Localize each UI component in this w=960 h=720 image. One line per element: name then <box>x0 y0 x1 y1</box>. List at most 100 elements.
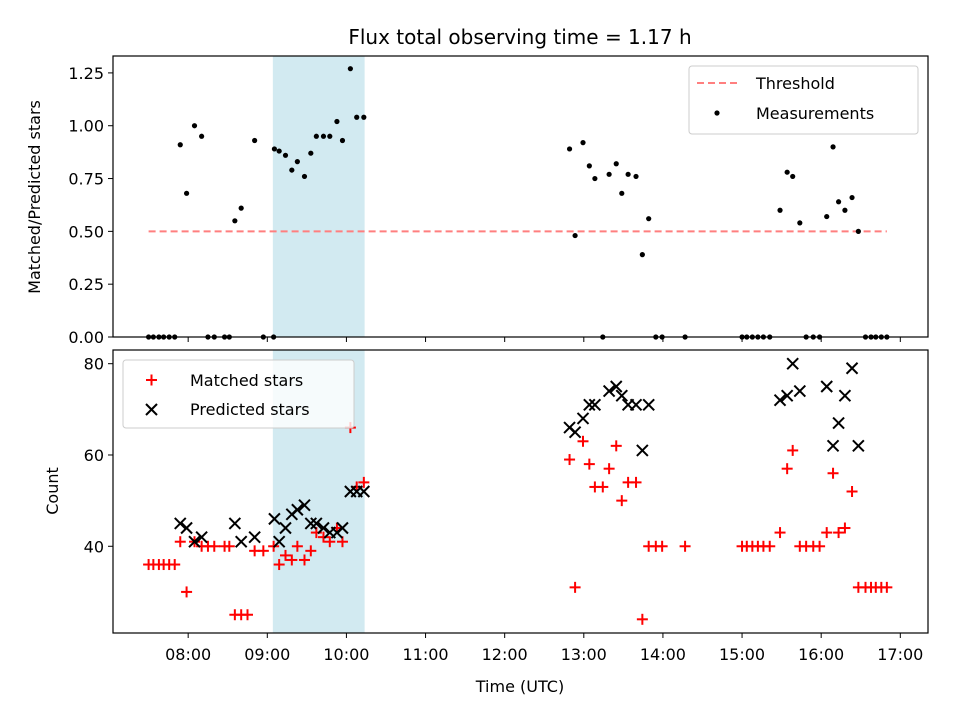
measurement-point <box>777 207 783 213</box>
x-tick-label: 08:00 <box>165 645 211 664</box>
matched-star-marker <box>774 527 786 539</box>
bottom-legend-box <box>122 359 355 429</box>
predicted-star-marker <box>636 444 649 457</box>
matched-star-marker <box>358 476 370 488</box>
matched-star-marker <box>597 481 609 493</box>
bottom-panel: 08:00 09:00 10:00 11:00 12:00 13:00 14:00 15:00… <box>43 349 929 664</box>
predicted-star-marker <box>820 380 833 393</box>
predicted-star-marker <box>793 384 807 398</box>
predicted-star-marker <box>180 521 193 535</box>
measurement-point <box>790 173 796 180</box>
matched-star-marker <box>279 549 291 561</box>
predicted-star-marker <box>576 412 590 425</box>
matched-star-marker <box>305 545 317 557</box>
predicted-star-marker <box>832 416 845 430</box>
measurement-point <box>830 144 836 150</box>
x-tick-label: 14:00 <box>640 645 686 664</box>
matched-star-marker <box>223 540 235 552</box>
predicted-star-marker <box>780 389 794 402</box>
bottom-legend: Matched stars Predicted stars <box>122 359 355 429</box>
measurement-point <box>639 252 645 258</box>
matched-star-marker <box>257 545 269 557</box>
measurement-point <box>633 173 639 180</box>
measurement-point <box>183 190 190 196</box>
predicted-star-marker <box>642 398 655 411</box>
matched-star-marker <box>630 476 642 488</box>
measurement-point <box>252 137 258 144</box>
predicted-star-marker <box>602 384 616 398</box>
top-panel: 0.00 0.25 0.50 0.75 1.00 1.25 Matched/Predict… <box>25 55 929 347</box>
predicted-star-marker <box>838 389 852 402</box>
matched-star-marker <box>603 463 615 475</box>
matched-star-marker <box>208 540 220 552</box>
x-axis-label: Time (UTC) <box>475 677 564 696</box>
measurement-point <box>294 159 300 165</box>
x-tick-label: 10:00 <box>323 645 369 664</box>
top-y-tick-label: 0.50 <box>68 222 104 241</box>
predicted-star-marker <box>336 521 349 535</box>
matched-star-marker <box>286 554 298 566</box>
predicted-star-marker <box>583 398 596 411</box>
measurement-point <box>784 169 790 175</box>
measurement-point <box>580 140 586 146</box>
measurement-point <box>849 194 855 201</box>
measurement-point <box>191 123 198 129</box>
top-legend-box <box>688 65 919 135</box>
top-y-tick-label: 1.00 <box>68 117 104 136</box>
measurement-point <box>347 66 353 72</box>
measurement-point <box>572 232 578 239</box>
x-tick-label: 12:00 <box>482 645 528 664</box>
predicted-star-marker <box>568 425 582 439</box>
measurement-point <box>320 133 327 139</box>
matched-star-marker <box>242 609 254 621</box>
measurement-point <box>354 114 360 120</box>
measurement-point <box>824 213 830 220</box>
measurement-point <box>339 137 346 144</box>
legend-measurements-swatch <box>714 110 720 116</box>
top-shaded-span <box>272 56 365 337</box>
predicted-star-marker <box>291 503 304 516</box>
x-tick-label: 16:00 <box>798 645 844 664</box>
bottom-y-tick-label: 40 <box>84 537 104 556</box>
bottom-panel-frame <box>112 349 929 634</box>
predicted-star-marker <box>610 380 623 393</box>
predicted-star-marker <box>174 517 187 530</box>
matched-star-marker <box>833 527 845 539</box>
predicted-star-marker <box>268 512 281 526</box>
predicted-star-marker <box>773 394 787 407</box>
measurement-point <box>271 146 278 152</box>
legend-matched-label: Matched stars <box>190 371 303 390</box>
matched-star-marker <box>298 554 310 566</box>
predicted-star-marker <box>629 398 643 411</box>
matched-star-marker <box>174 536 186 548</box>
x-tick-label: 13:00 <box>561 645 607 664</box>
matched-star-marker <box>846 486 858 497</box>
matched-star-marker <box>781 463 793 475</box>
measurement-point <box>327 133 333 139</box>
measurement-point <box>566 146 573 152</box>
top-y-tick-label: 0.00 <box>68 328 104 347</box>
measurement-point <box>361 114 367 120</box>
measurement-point <box>177 142 183 148</box>
predicted-star-marker <box>304 517 318 530</box>
measurement-point <box>199 133 205 139</box>
matched-star-marker <box>787 444 799 456</box>
x-tick-label: 17:00 <box>877 645 923 664</box>
measurement-point <box>289 167 295 173</box>
top-y-tick-label: 1.25 <box>68 64 104 83</box>
matched-star-marker <box>679 540 691 552</box>
matched-star-marker <box>636 613 648 625</box>
legend-predicted-label: Predicted stars <box>190 400 310 419</box>
measurement-point <box>313 133 319 139</box>
matched-star-marker <box>181 586 193 598</box>
top-y-axis-label: Matched/Predicted stars <box>25 100 44 294</box>
measurement-point <box>232 218 238 224</box>
matched-star-marker <box>656 540 668 552</box>
predicted-star-marker <box>845 362 859 375</box>
legend-predicted-swatch <box>145 403 158 416</box>
predicted-star-marker <box>588 398 602 411</box>
measurement-point <box>619 190 625 196</box>
measurement-point <box>646 216 652 222</box>
top-legend: Threshold Measurements <box>688 65 919 135</box>
